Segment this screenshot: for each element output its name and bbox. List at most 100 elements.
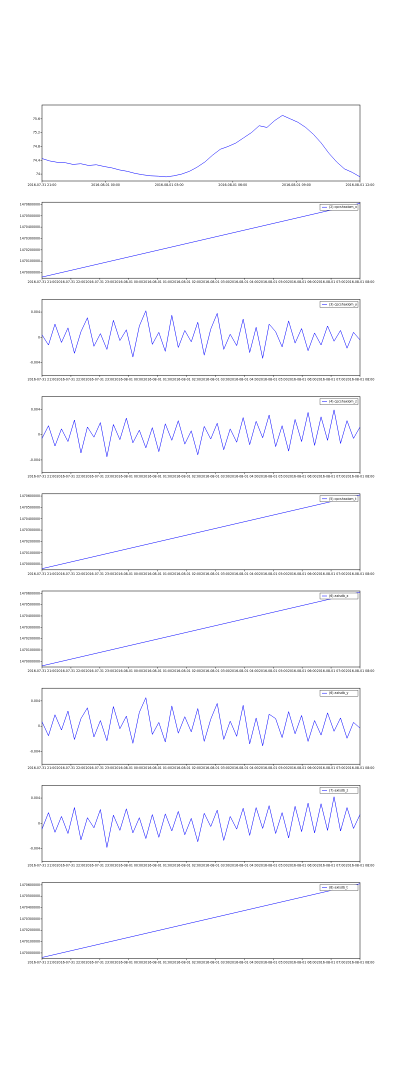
y-tick-label: 1470400000 — [20, 225, 40, 229]
series-line — [41, 796, 361, 848]
y-tick-label: 0 — [38, 724, 40, 728]
x-tick-label: 2016-07-31 22:00 — [57, 863, 86, 867]
series-line — [41, 696, 361, 746]
y-tick-label: 1470400000 — [20, 517, 40, 521]
y-tick-label: 74.4 — [33, 158, 40, 162]
x-tick-label: 2016-07-31 22:00 — [57, 961, 86, 965]
x-tick-label: 2016-08-01 03:00 — [155, 183, 184, 187]
x-tick-label: 2016-08-01 04:00 — [230, 766, 259, 770]
x-tick-label: 2016-08-01 06:00 — [288, 572, 317, 576]
x-tick-label: 2016-07-31 21:00 — [28, 961, 57, 965]
y-tick-label: 1470300000 — [20, 528, 40, 532]
y-tick-label: 1470100000 — [20, 648, 40, 652]
x-tick-label: 2016-07-31 23:00 — [85, 766, 114, 770]
x-tick-label: 2016-08-01 01:00 — [143, 669, 172, 673]
x-tick-label: 2016-08-01 05:00 — [259, 863, 288, 867]
x-tick-label: 2016-07-31 22:00 — [57, 669, 86, 673]
y-tick-label: 1470200000 — [20, 539, 40, 543]
x-tick-label: 2016-08-01 08:00 — [346, 280, 375, 284]
x-tick-label: 2016-08-01 08:00 — [346, 475, 375, 479]
legend-label: (5) cpcshaxiom_t — [329, 497, 357, 501]
x-tick-label: 2016-08-01 01:00 — [143, 377, 172, 381]
x-tick-label: 2016-08-01 00:00 — [114, 377, 143, 381]
x-tick-label: 2016-08-01 08:00 — [346, 669, 375, 673]
x-tick-label: 2016-08-01 02:00 — [172, 669, 201, 673]
x-tick-label: 2016-08-01 06:00 — [288, 766, 317, 770]
y-tick-label: 1470300000 — [20, 625, 40, 629]
x-tick-label: 2016-08-01 04:00 — [230, 572, 259, 576]
series-line — [41, 591, 361, 667]
x-tick-label: 2016-08-01 02:00 — [172, 572, 201, 576]
y-tick-label: -0.004 — [30, 847, 40, 851]
x-tick-label: 2016-08-01 03:00 — [201, 863, 230, 867]
x-tick-label: 2016-08-01 02:00 — [172, 377, 201, 381]
y-tick-label: 0 — [38, 821, 40, 825]
y-tick-label: -0.004 — [30, 361, 40, 365]
x-tick-label: 2016-07-31 23:00 — [85, 572, 114, 576]
legend-box — [319, 204, 359, 211]
y-tick-label: 1470100000 — [20, 940, 40, 944]
x-tick-label: 2016-08-01 06:00 — [288, 863, 317, 867]
plot-frame — [41, 590, 361, 668]
y-tick-label: 1470600000 — [20, 202, 40, 206]
y-tick-label: -0.004 — [30, 458, 40, 462]
x-tick-label: 2016-07-31 21:00 — [28, 377, 57, 381]
legend-label: (4) cpcshaxiom_z — [329, 400, 357, 404]
x-tick-label: 2016-07-31 21:00 — [28, 669, 57, 673]
legend-box — [319, 690, 359, 697]
x-tick-label: 2016-08-01 03:00 — [201, 280, 230, 284]
y-tick-label: 1470000000 — [20, 659, 40, 663]
x-tick-label: 2016-08-01 01:00 — [143, 475, 172, 479]
series-line — [41, 115, 361, 178]
legend-label: (2) cpcshaxiom_x — [329, 205, 357, 209]
x-tick-label: 2016-08-01 07:00 — [317, 377, 346, 381]
x-tick-label: 2016-08-01 07:00 — [317, 572, 346, 576]
y-tick-label: 74.8 — [33, 144, 40, 148]
x-tick-label: 2016-08-01 04:00 — [230, 961, 259, 965]
x-tick-label: 2016-08-01 05:00 — [259, 280, 288, 284]
x-tick-label: 2016-08-01 07:00 — [317, 766, 346, 770]
y-tick-label: 1470100000 — [20, 259, 40, 263]
x-tick-label: 2016-08-01 05:00 — [259, 377, 288, 381]
legend-box — [319, 787, 359, 794]
x-tick-label: 2016-08-01 04:00 — [230, 475, 259, 479]
legend-label: (7) axisdb_z — [329, 788, 349, 792]
plot-frame — [41, 493, 361, 571]
x-tick-label: 2016-07-31 21:00 — [28, 863, 57, 867]
x-tick-label: 2016-08-01 02:00 — [172, 280, 201, 284]
legend-box — [319, 884, 359, 891]
y-tick-label: 1470500000 — [20, 214, 40, 218]
x-tick-label: 2016-08-01 06:00 — [288, 669, 317, 673]
x-tick-label: 2016-08-01 03:00 — [201, 572, 230, 576]
legend-label: (6) axisdb_y — [329, 691, 349, 695]
y-tick-label: 1470500000 — [20, 505, 40, 509]
x-tick-label: 2016-08-01 05:00 — [259, 766, 288, 770]
x-tick-label: 2016-08-01 00:00 — [114, 863, 143, 867]
y-tick-label: 1470600000 — [20, 591, 40, 595]
legend-box — [319, 592, 359, 600]
y-tick-label: 75.2 — [33, 131, 40, 135]
x-tick-label: 2016-08-01 02:00 — [172, 766, 201, 770]
plot-frame — [41, 882, 361, 959]
x-tick-label: 2016-08-01 06:00 — [288, 280, 317, 284]
x-tick-label: 2016-08-01 01:00 — [143, 766, 172, 770]
x-tick-label: 2016-07-31 23:00 — [85, 669, 114, 673]
y-tick-label: -0.004 — [30, 750, 40, 754]
y-tick-label: 0.004 — [31, 796, 40, 800]
y-tick-label: 1470500000 — [20, 894, 40, 898]
x-tick-label: 2016-08-01 01:00 — [143, 961, 172, 965]
x-tick-label: 2016-08-01 02:00 — [172, 961, 201, 965]
y-tick-label: 1470300000 — [20, 917, 40, 921]
x-tick-label: 2016-07-31 22:00 — [57, 766, 86, 770]
y-tick-label: 1470100000 — [20, 551, 40, 555]
x-tick-label: 2016-08-01 01:00 — [143, 572, 172, 576]
x-tick-label: 2016-08-01 00:00 — [114, 280, 143, 284]
y-tick-label: 1470200000 — [20, 248, 40, 252]
x-tick-label: 2016-08-01 12:00 — [346, 183, 375, 187]
x-tick-label: 2016-08-01 09:00 — [282, 183, 311, 187]
y-tick-label: 1470500000 — [20, 603, 40, 607]
plot-frame — [41, 104, 361, 182]
x-tick-label: 2016-08-01 07:00 — [317, 280, 346, 284]
x-tick-label: 2016-08-01 07:00 — [317, 475, 346, 479]
x-tick-label: 2016-08-01 00:00 — [114, 669, 143, 673]
